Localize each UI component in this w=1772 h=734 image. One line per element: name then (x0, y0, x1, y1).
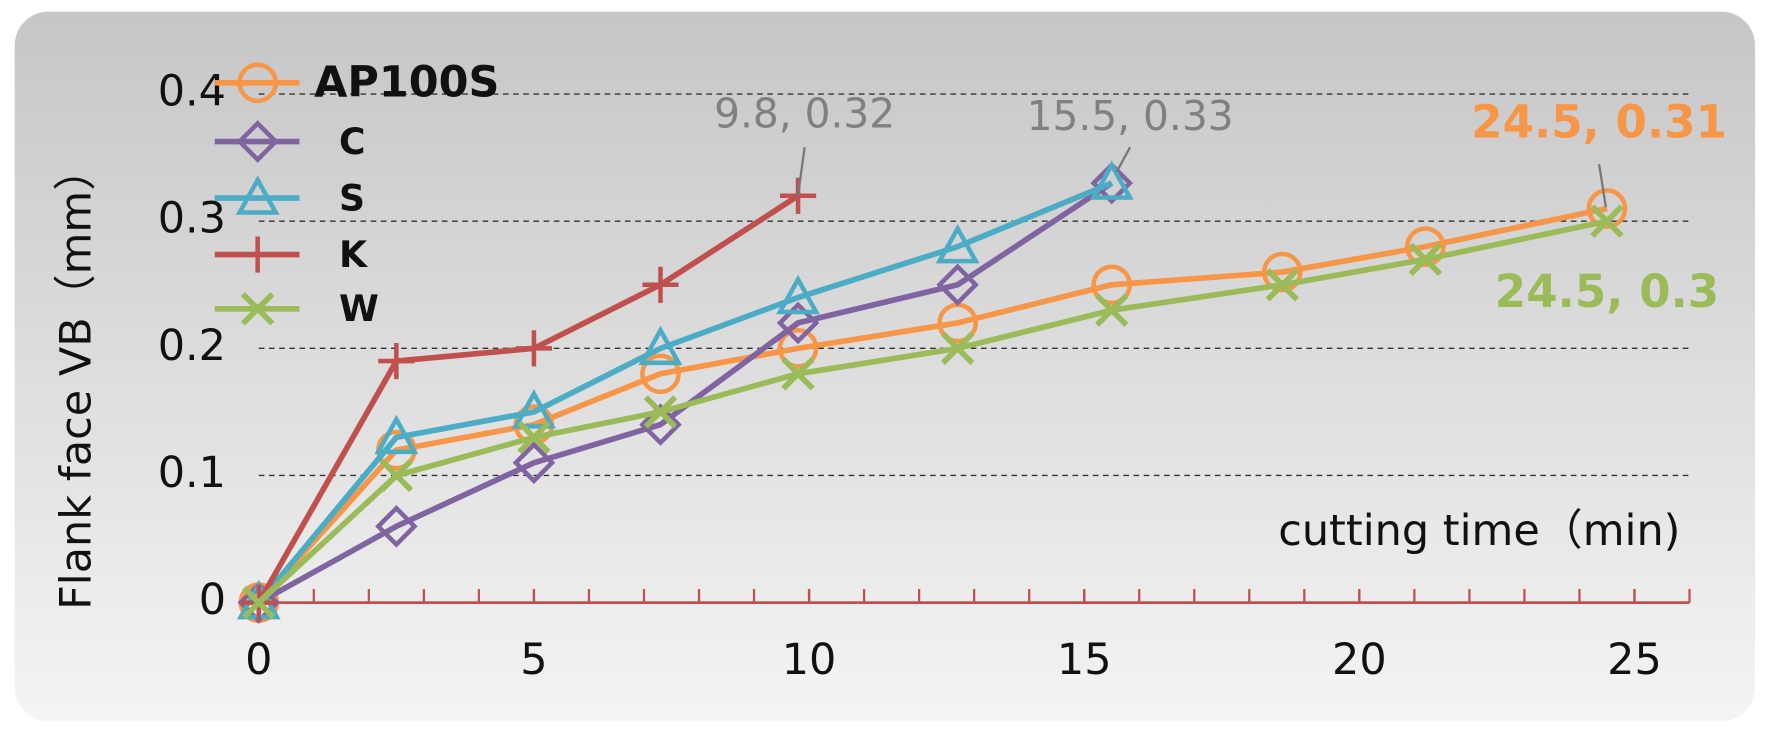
annotation: 9.8, 0.32 (714, 90, 895, 138)
x-tick-label: 20 (1332, 635, 1387, 685)
marker (776, 274, 820, 315)
marker (242, 585, 276, 620)
marker (375, 505, 418, 548)
series (237, 161, 1133, 624)
marker (640, 353, 681, 395)
marker (239, 236, 276, 273)
marker (515, 330, 553, 367)
legend-item: C (214, 120, 366, 163)
marker (379, 458, 414, 493)
marker (936, 263, 979, 307)
y-tick-label: 0.4 (158, 67, 226, 117)
y-tick-label: 0.1 (158, 448, 226, 498)
series (242, 204, 1624, 620)
marker (1091, 264, 1133, 306)
marker (638, 325, 683, 366)
marker (935, 223, 980, 264)
marker (1408, 242, 1443, 277)
legend-item: K (214, 233, 369, 276)
annotation-leader (1597, 163, 1607, 208)
marker (1261, 251, 1303, 293)
x-tick-label: 25 (1607, 635, 1662, 685)
marker (378, 342, 415, 380)
series-line (256, 205, 1608, 605)
marker (1590, 204, 1624, 238)
series-line (256, 218, 1608, 605)
y-axis-label: Flank face VB（mm） (52, 148, 102, 610)
marker (940, 331, 975, 366)
legend-item: AP100S (214, 58, 499, 108)
marker (512, 441, 556, 485)
marker (776, 301, 820, 345)
marker (642, 266, 679, 303)
y-tick-label: 0.2 (158, 321, 226, 371)
legend-label: W (339, 287, 379, 330)
legend-label: S (339, 176, 365, 219)
marker (777, 328, 819, 369)
marker (374, 414, 419, 455)
series (236, 160, 1134, 620)
legend-label: AP100S (314, 58, 499, 108)
marker (1586, 188, 1628, 229)
legend-label: C (339, 120, 366, 163)
marker (1089, 160, 1134, 200)
marker (235, 175, 280, 215)
series-line (256, 180, 1113, 605)
annotation: 15.5, 0.33 (1027, 92, 1234, 140)
marker (639, 403, 682, 446)
annotation: 24.5, 0.3 (1495, 265, 1719, 318)
y-tick-label: 0 (199, 575, 226, 625)
panel (14, 11, 1756, 722)
series (240, 177, 817, 621)
y-tick-label: 0.3 (158, 194, 226, 244)
marker (1095, 293, 1129, 327)
annotation: 24.5, 0.31 (1471, 96, 1727, 149)
marker (643, 395, 678, 429)
legend-item: W (214, 287, 379, 330)
marker (1090, 161, 1133, 205)
legend-label: K (339, 233, 369, 276)
marker (237, 62, 279, 104)
x-tick-label: 0 (245, 635, 272, 685)
x-tick-label: 15 (1057, 635, 1112, 685)
marker (1265, 268, 1299, 302)
marker (236, 120, 279, 163)
series-line (257, 180, 1114, 606)
x-tick-label: 5 (520, 635, 547, 685)
annotation-leader (796, 147, 806, 198)
marker (1405, 226, 1446, 267)
marker (517, 420, 551, 455)
marker (240, 292, 275, 326)
marker (512, 389, 556, 429)
annotation-leader (1115, 146, 1132, 173)
x-axis-label: cutting time（min) (1278, 506, 1680, 556)
marker (781, 357, 815, 391)
legend-item: S (214, 175, 365, 219)
x-tick-label: 10 (782, 635, 837, 685)
